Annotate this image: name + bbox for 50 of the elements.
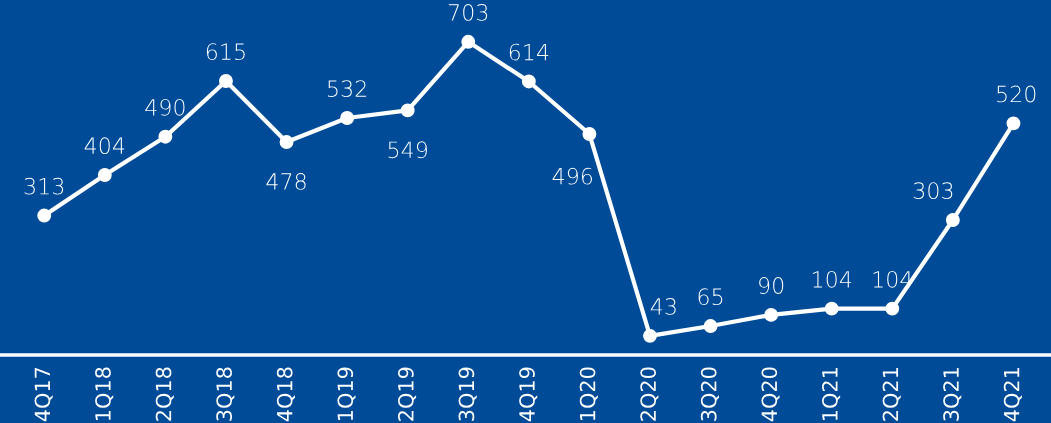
data-label: 614	[509, 43, 549, 61]
x-tick-label: 1Q20	[579, 367, 598, 420]
x-tick-label: 3Q18	[216, 367, 235, 421]
point	[1006, 116, 1021, 131]
x-tick-label: 1Q18	[95, 367, 114, 420]
point	[885, 301, 900, 316]
x-tick-label: 4Q20	[761, 367, 780, 422]
point	[703, 319, 718, 333]
x-tick-label: 3Q19	[458, 367, 477, 421]
point	[461, 34, 476, 49]
point	[37, 208, 52, 223]
data-label: 549	[388, 141, 427, 159]
x-tick-label: 4Q18	[276, 367, 295, 422]
data-label: 703	[448, 4, 488, 21]
x-tick-label: 4Q21	[1003, 368, 1022, 422]
point	[945, 213, 960, 227]
point	[824, 301, 839, 316]
data-label: 313	[24, 177, 64, 195]
x-tick-label: 3Q20	[700, 367, 719, 421]
x-tick-label: 1Q21	[822, 368, 841, 420]
point	[219, 74, 233, 88]
x-tick-label: 1Q19	[337, 367, 356, 420]
point	[158, 129, 173, 144]
data-label: 104	[812, 270, 852, 288]
data-label: 615	[206, 43, 245, 61]
x-tick-label: 2Q20	[640, 367, 659, 421]
x-tick-label: 2Q19	[397, 367, 417, 421]
point	[340, 111, 355, 125]
point	[97, 168, 112, 182]
point	[582, 127, 597, 141]
data-label: 303	[913, 182, 953, 200]
data-label: 478	[266, 173, 306, 190]
x-tick-label: 2Q18	[155, 367, 174, 421]
point	[521, 74, 536, 89]
point	[764, 307, 779, 322]
data-label: 43	[650, 298, 676, 315]
x-tick-label: 2Q21	[882, 368, 901, 421]
x-tick-label: 4Q19	[519, 367, 538, 422]
point	[643, 328, 657, 343]
data-label: 90	[759, 277, 784, 294]
data-label: 65	[698, 288, 723, 306]
data-label: 520	[997, 85, 1036, 103]
point	[400, 103, 415, 118]
data-label: 496	[552, 167, 593, 185]
data-label: 532	[328, 80, 367, 98]
data-label: 404	[84, 137, 125, 155]
x-tick-label: 4Q17	[34, 367, 53, 422]
x-tick-label: 3Q21	[943, 368, 962, 421]
point	[279, 135, 294, 149]
data-label: 490	[145, 98, 185, 116]
